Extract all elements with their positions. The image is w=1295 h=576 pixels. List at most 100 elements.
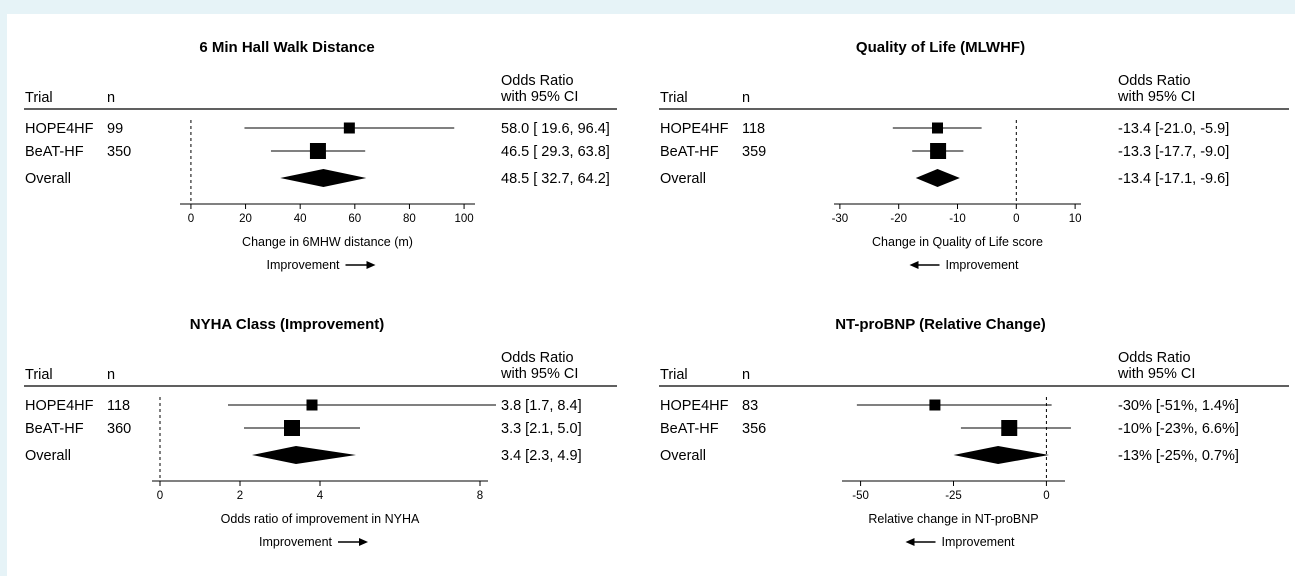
overall-diamond — [953, 446, 1050, 464]
row-trial-name: HOPE4HF — [660, 121, 729, 137]
panel-title: Quality of Life (MLWHF) — [856, 39, 1025, 56]
row-n: 118 — [742, 121, 765, 137]
row-n: 356 — [742, 421, 766, 437]
x-tick-label: 80 — [403, 213, 416, 225]
row-estimate-label: -30% [-51%, 1.4%] — [1118, 398, 1239, 414]
header-n: n — [107, 367, 115, 383]
improvement-label: Improvement — [259, 535, 332, 549]
forest-panel-4: NT-proBNP (Relative Change) Trial n Odds Ra… — [659, 316, 1289, 549]
row-n: 360 — [107, 421, 131, 437]
estimate-box — [309, 143, 326, 159]
panel-title: NT-proBNP (Relative Change) — [835, 316, 1046, 333]
forest-panel-2: Quality of Life (MLWHF) Trial n Odds Ratiow… — [659, 39, 1289, 272]
header-n: n — [742, 90, 750, 106]
overall-estimate-label: 48.5 [ 32.7, 64.2] — [501, 171, 610, 187]
overall-label: Overall — [25, 171, 71, 187]
estimate-box — [284, 420, 300, 436]
x-axis-label: Change in 6MHW distance (m) — [242, 235, 413, 249]
improvement-arrowhead — [366, 261, 376, 269]
x-tick-label: 2 — [237, 490, 243, 502]
header-ci: with 95% CI — [500, 89, 578, 105]
x-tick-label: 4 — [317, 490, 324, 502]
estimate-box — [930, 143, 947, 159]
x-tick-label: 20 — [239, 213, 252, 225]
row-n: 83 — [742, 398, 758, 414]
row-n: 359 — [742, 144, 766, 160]
forest-panel-3: NYHA Class (Improvement) Trial n Odds Ratio… — [24, 316, 617, 549]
row-trial-name: BeAT-HF — [660, 421, 719, 437]
estimate-box — [932, 122, 944, 134]
x-tick-label: 0 — [1043, 490, 1049, 502]
row-n: 99 — [107, 121, 123, 137]
x-tick-label: 8 — [477, 490, 483, 502]
x-tick-label: 100 — [454, 213, 473, 225]
overall-diamond — [252, 446, 356, 464]
x-tick-label: 60 — [348, 213, 361, 225]
estimate-box — [306, 399, 318, 411]
x-tick-label: 0 — [188, 213, 194, 225]
x-tick-label: -30 — [832, 213, 849, 225]
overall-estimate-label: -13.4 [-17.1, -9.6] — [1118, 171, 1229, 187]
improvement-label: Improvement — [267, 258, 340, 272]
header-trial: Trial — [660, 367, 688, 383]
header-n: n — [107, 90, 115, 106]
row-estimate-label: 3.8 [1.7, 8.4] — [501, 398, 582, 414]
header-ci: with 95% CI — [1117, 89, 1195, 105]
header-trial: Trial — [660, 90, 688, 106]
improvement-arrowhead — [909, 261, 919, 269]
header-n: n — [742, 367, 750, 383]
x-tick-label: -10 — [949, 213, 966, 225]
row-estimate-label: 58.0 [ 19.6, 96.4] — [501, 121, 610, 137]
estimate-box — [1001, 420, 1018, 436]
header-trial: Trial — [25, 90, 53, 106]
overall-estimate-label: -13% [-25%, 0.7%] — [1118, 448, 1239, 464]
row-trial-name: BeAT-HF — [25, 421, 84, 437]
x-tick-label: 0 — [1013, 213, 1019, 225]
panel-title: NYHA Class (Improvement) — [190, 316, 385, 333]
header-odds-ratio: Odds Ratio — [1118, 350, 1191, 366]
x-tick-label: 0 — [157, 490, 163, 502]
forest-plot-figure: 6 Min Hall Walk Distance Trial n Odds Ratio… — [7, 14, 1295, 576]
row-n: 350 — [107, 144, 131, 160]
row-trial-name: HOPE4HF — [25, 398, 94, 414]
panel-title: 6 Min Hall Walk Distance — [199, 39, 374, 56]
forest-plot-canvas: 6 Min Hall Walk Distance Trial n Odds Ratio… — [24, 39, 1289, 549]
header-odds-ratio: Odds Ratio — [501, 73, 574, 89]
row-estimate-label: 3.3 [2.1, 5.0] — [501, 421, 582, 437]
overall-label: Overall — [660, 171, 706, 187]
x-axis-label: Change in Quality of Life score — [872, 235, 1043, 249]
x-tick-label: 40 — [294, 213, 307, 225]
row-trial-name: HOPE4HF — [25, 121, 94, 137]
forest-panel-1: 6 Min Hall Walk Distance Trial n Odds Ratio… — [24, 39, 617, 272]
row-trial-name: BeAT-HF — [660, 144, 719, 160]
x-tick-label: -20 — [890, 213, 907, 225]
x-axis-label: Odds ratio of improvement in NYHA — [221, 512, 420, 526]
overall-diamond — [280, 169, 367, 187]
improvement-arrowhead — [359, 538, 368, 546]
row-n: 118 — [107, 398, 130, 414]
row-estimate-label: 46.5 [ 29.3, 63.8] — [501, 144, 610, 160]
overall-label: Overall — [25, 448, 71, 464]
estimate-box — [929, 399, 941, 411]
x-tick-label: -25 — [945, 490, 962, 502]
overall-label: Overall — [660, 448, 706, 464]
improvement-label: Improvement — [942, 535, 1015, 549]
estimate-box — [343, 122, 355, 134]
row-trial-name: BeAT-HF — [25, 144, 84, 160]
header-odds-ratio: Odds Ratio — [501, 350, 574, 366]
improvement-label: Improvement — [946, 258, 1019, 272]
header-ci: with 95% CI — [500, 366, 578, 382]
row-estimate-label: -10% [-23%, 6.6%] — [1118, 421, 1239, 437]
header-trial: Trial — [25, 367, 53, 383]
row-estimate-label: -13.4 [-21.0, -5.9] — [1118, 121, 1229, 137]
row-estimate-label: -13.3 [-17.7, -9.0] — [1118, 144, 1229, 160]
overall-estimate-label: 3.4 [2.3, 4.9] — [501, 448, 582, 464]
header-odds-ratio: Odds Ratio — [1118, 73, 1191, 89]
overall-diamond — [915, 169, 960, 187]
x-axis-label: Relative change in NT-proBNP — [868, 512, 1038, 526]
improvement-arrowhead — [905, 538, 915, 546]
row-trial-name: HOPE4HF — [660, 398, 729, 414]
header-ci: with 95% CI — [1117, 366, 1195, 382]
x-tick-label: -50 — [852, 490, 869, 502]
x-tick-label: 10 — [1069, 213, 1082, 225]
